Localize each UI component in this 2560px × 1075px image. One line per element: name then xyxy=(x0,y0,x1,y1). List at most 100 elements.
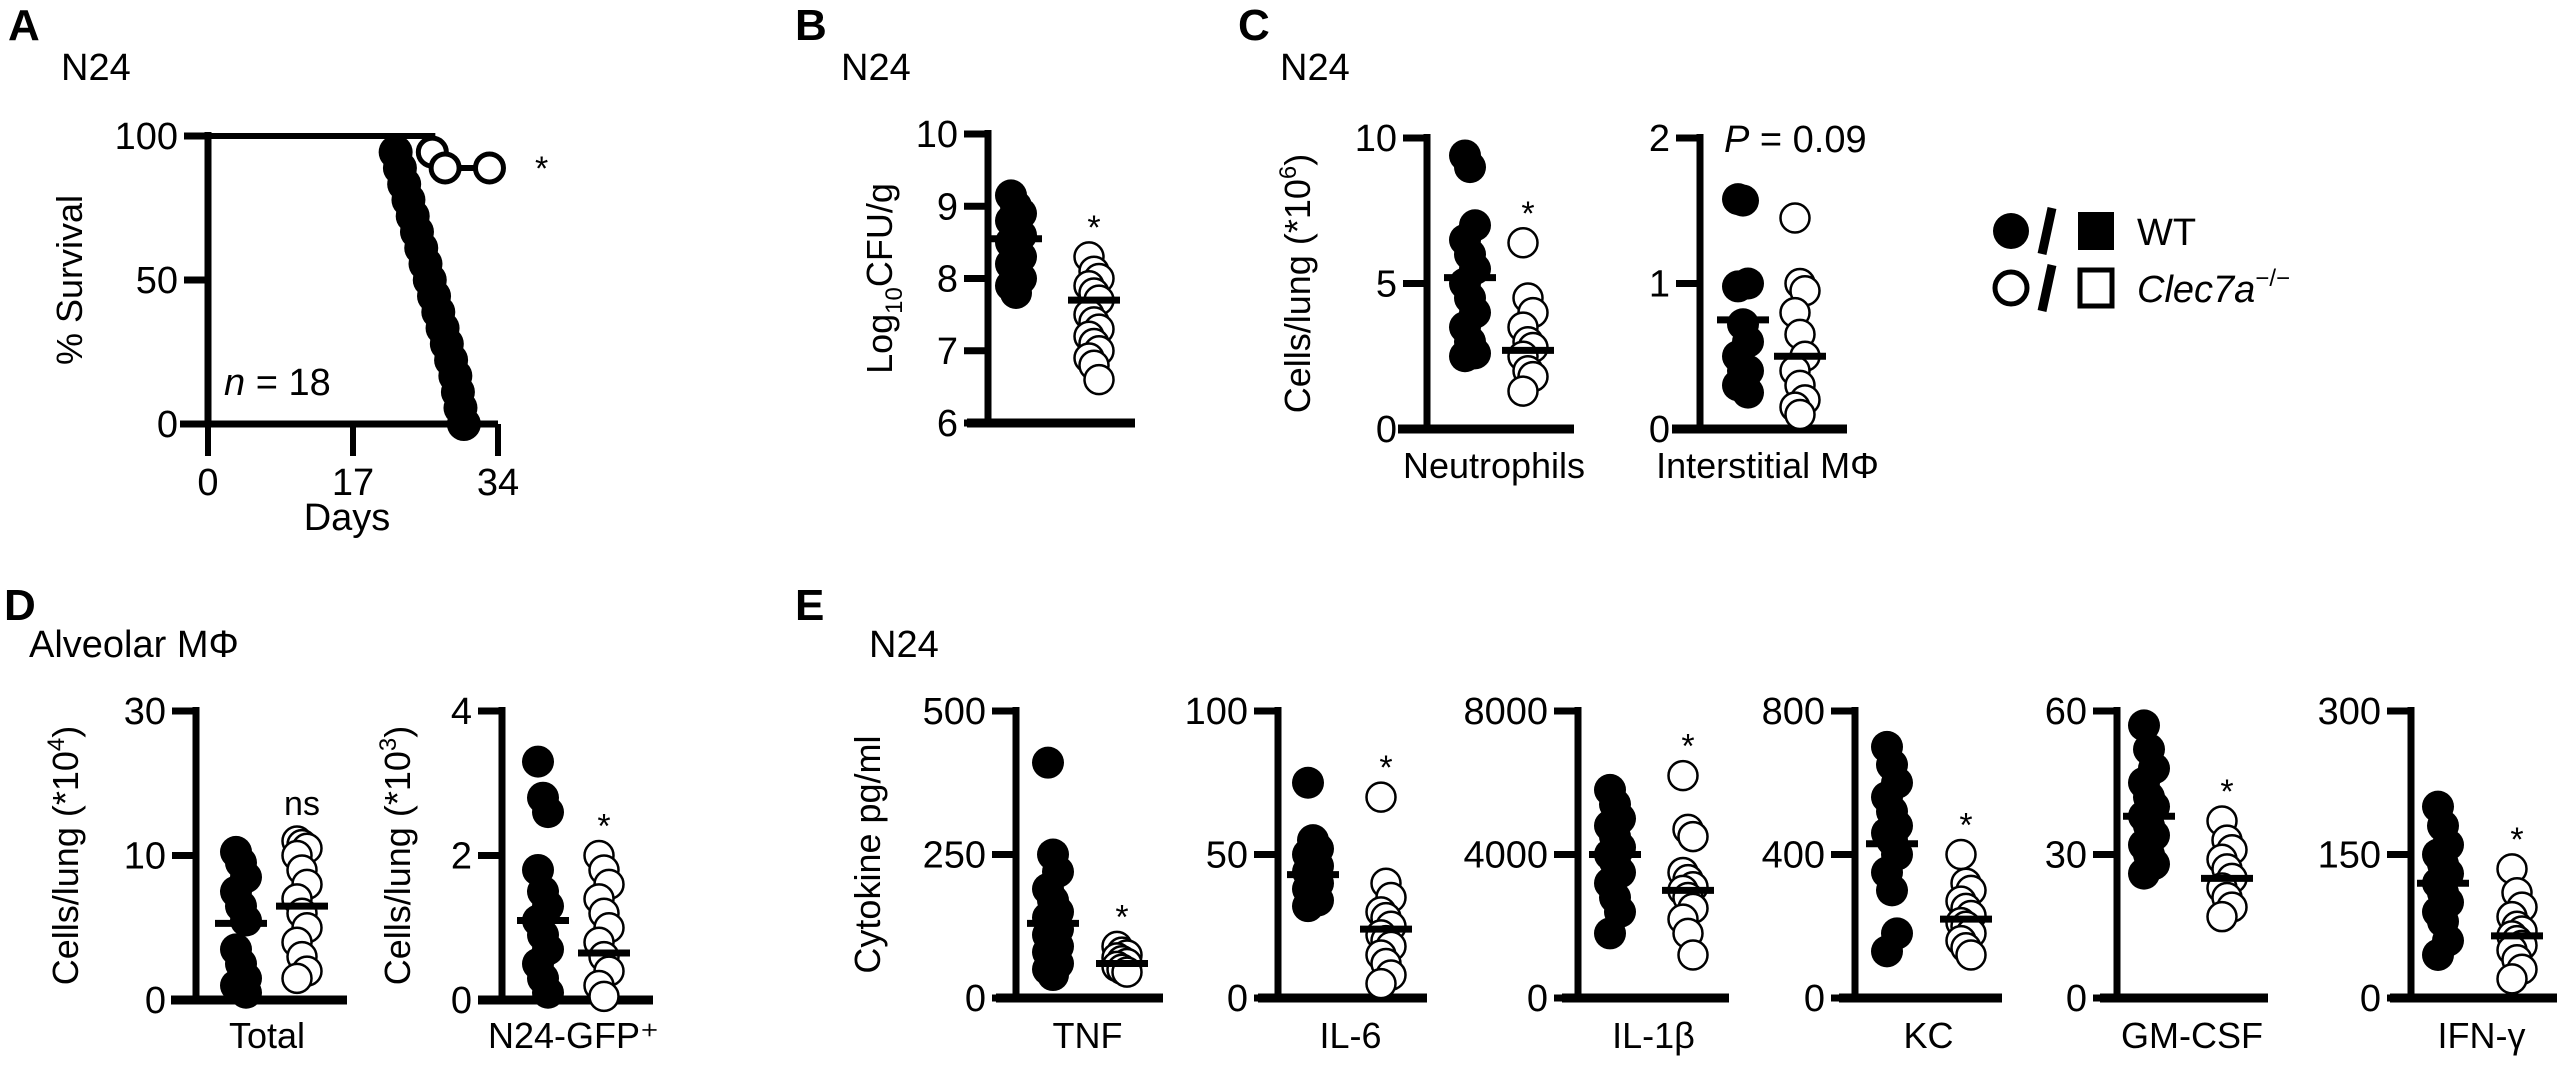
y-label-main: Cells/lung (*10 xyxy=(377,751,418,985)
panel-il-6-dotplot: 0 50 100 IL-6 * xyxy=(1185,691,1427,1056)
panel-subtitle: Alveolar MΦ xyxy=(29,624,239,666)
y-tick-label: 7 xyxy=(937,331,958,373)
ko-survival-point xyxy=(472,151,506,185)
panel-il-1--dotplot: 0 4000 8000 IL-1β * xyxy=(1463,691,1729,1056)
panel-a-survival: A N24 0 50 100 0 17 34 Days % Survival n = 18 * xyxy=(8,1,548,539)
y-tick-label: 30 xyxy=(2045,835,2087,877)
x-tick-label: 17 xyxy=(332,462,374,504)
y-tick-label: 5 xyxy=(1376,264,1397,306)
y-tick-label: 0 xyxy=(2066,978,2087,1020)
sample-size-value: = 18 xyxy=(245,362,331,404)
ko-survival-point xyxy=(428,151,462,185)
legend-wt-square-icon xyxy=(2078,212,2114,250)
ko-data-point xyxy=(2496,963,2528,995)
wt-data-point xyxy=(1449,340,1481,373)
y-tick-label: 4000 xyxy=(1463,835,1548,877)
y-tick-label: 0 xyxy=(157,404,178,446)
y-tick-label: 0 xyxy=(1527,978,1548,1020)
significance-marker: * xyxy=(597,808,610,846)
wt-data-point xyxy=(1292,890,1324,923)
sample-size-label: n = 18 xyxy=(224,362,331,404)
x-axis-label: Days xyxy=(304,497,391,539)
y-label-superscript: 3 xyxy=(375,738,402,751)
y-axis-label: Cells/lung (*106) xyxy=(1275,154,1318,413)
legend: WT Clec7a−/− xyxy=(1992,207,2290,312)
p-value-label: P = 0.09 xyxy=(1724,119,1867,161)
legend-wt-label: WT xyxy=(2137,212,2196,254)
panel-subtitle: N24 xyxy=(1280,47,1350,89)
y-tick-label: 8 xyxy=(937,259,958,301)
significance-marker: ns xyxy=(284,785,320,823)
y-tick-label: 4 xyxy=(451,691,472,733)
y-label-subscript: 10 xyxy=(881,287,908,314)
category-label: Neutrophils xyxy=(1403,445,1585,486)
wt-data-point xyxy=(532,976,564,1009)
panel-gm-csf-dotplot: 0 30 60 GM-CSF * xyxy=(2045,691,2268,1056)
wt-data-point xyxy=(2422,938,2454,971)
legend-ko-label: Clec7a−/− xyxy=(2137,265,2290,311)
y-tick-label: 10 xyxy=(916,114,958,156)
y-label-main: Cytokine pg/ml xyxy=(847,735,888,973)
ko-data-point xyxy=(1507,375,1539,407)
y-tick-label: 500 xyxy=(923,691,986,733)
legend-ko-gene: Clec7a xyxy=(2137,269,2255,311)
y-tick-label: 10 xyxy=(1355,118,1397,160)
y-tick-label: 0 xyxy=(965,978,986,1020)
y-label-superscript: 6 xyxy=(1275,166,1302,179)
legend-ko-circle-icon xyxy=(1992,269,2030,307)
significance-marker: * xyxy=(1087,209,1100,247)
significance-marker: * xyxy=(1959,807,1972,845)
sample-size-n: n xyxy=(224,362,245,404)
legend-slash-icon xyxy=(2037,207,2057,255)
wt-data-point xyxy=(1032,746,1064,779)
y-label-suffix: CFU/g xyxy=(859,183,900,287)
wt-data-point xyxy=(230,976,262,1009)
y-axis-label: % Survival xyxy=(49,195,90,365)
panel-n24-gfp--dotplot: Cells/lung (*103) 0 2 4 N24-GFP⁺ * xyxy=(375,691,659,1056)
y-axis-label: Log10CFU/g xyxy=(859,183,908,374)
ko-data-point xyxy=(1083,363,1115,396)
y-tick-label: 0 xyxy=(145,980,166,1022)
legend-ko-superscript: −/− xyxy=(2255,265,2290,292)
significance-marker: * xyxy=(535,150,548,188)
ko-data-point xyxy=(1365,967,1397,1000)
panel-letter: A xyxy=(8,1,40,50)
panel-interstitial-m--dotplot: 0 1 2 Interstitial MΦ P = 0.09 xyxy=(1649,118,1879,486)
category-label: Total xyxy=(229,1015,305,1056)
significance-marker: * xyxy=(1521,195,1534,233)
y-tick-label: 0 xyxy=(1376,409,1397,451)
y-tick-label: 50 xyxy=(1206,835,1248,877)
y-tick-label: 60 xyxy=(2045,691,2087,733)
category-label: Interstitial MΦ xyxy=(1656,445,1879,486)
panel-tnf-dotplot: E N24 Cytokine pg/ml 0 250 500 TNF * xyxy=(795,581,1163,1056)
y-tick-label: 1 xyxy=(1649,264,1670,306)
p-symbol: P xyxy=(1724,119,1750,161)
significance-marker: * xyxy=(2510,821,2523,859)
significance-marker: * xyxy=(1379,749,1392,787)
panel-subtitle: N24 xyxy=(841,47,911,89)
y-label-suffix: ) xyxy=(1277,154,1318,166)
panel-letter: D xyxy=(4,581,36,630)
y-tick-label: 0 xyxy=(2360,978,2381,1020)
y-tick-label: 50 xyxy=(136,260,178,302)
y-tick-label: 250 xyxy=(923,835,986,877)
ko-data-point xyxy=(1507,227,1539,259)
panel-letter: E xyxy=(795,581,824,630)
ko-data-point xyxy=(1955,939,1987,971)
category-label: TNF xyxy=(1053,1015,1123,1056)
ko-data-point xyxy=(1677,939,1709,971)
ko-data-point xyxy=(1677,820,1709,853)
y-tick-label: 0 xyxy=(1804,978,1825,1020)
wt-data-point xyxy=(1732,376,1764,409)
y-label-main: Cells/lung (*10 xyxy=(45,751,86,985)
y-tick-label: 6 xyxy=(937,403,958,445)
y-tick-label: 8000 xyxy=(1463,691,1548,733)
category-label: GM-CSF xyxy=(2121,1015,2263,1056)
panel-letter: C xyxy=(1238,1,1270,50)
y-tick-label: 2 xyxy=(1649,118,1670,160)
y-axis-label: Cells/lung (*103) xyxy=(375,726,418,985)
wt-data-point xyxy=(1876,874,1908,907)
